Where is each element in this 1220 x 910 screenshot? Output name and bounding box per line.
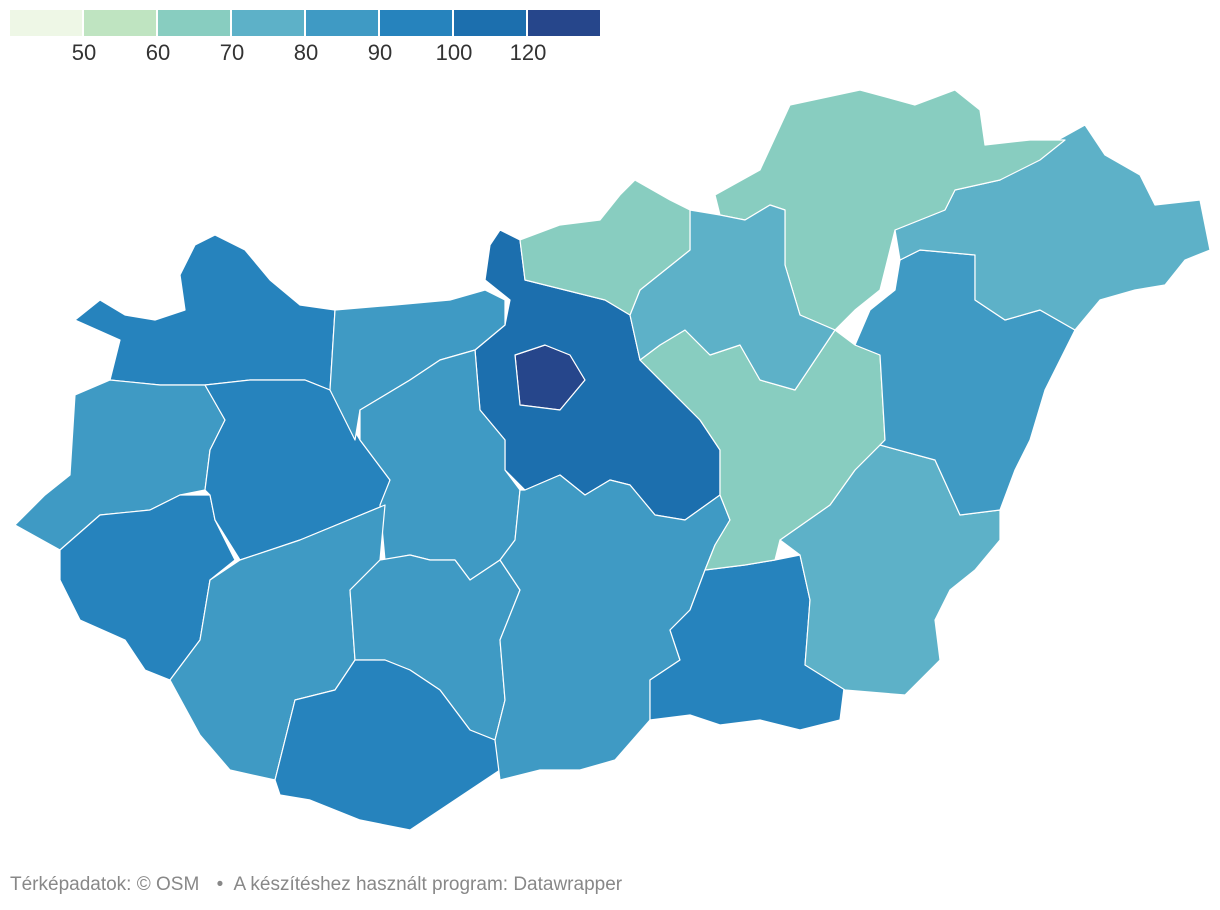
source-credit: Térképadatok: © OSM <box>10 874 200 895</box>
region-csongrád <box>649 554 846 731</box>
map-svg <box>14 89 1211 831</box>
legend-tick: 100 <box>435 40 473 65</box>
choropleth-map <box>0 80 1220 850</box>
legend-tick: 120 <box>509 40 547 65</box>
legend-tick: 90 <box>367 40 393 65</box>
legend-color-scale <box>10 10 600 36</box>
map-footer: Térképadatok: © OSM • A készítéshez hasz… <box>10 874 622 896</box>
region-győr-moson-sopron <box>74 234 336 391</box>
legend-swatch <box>306 10 378 36</box>
legend-swatch <box>10 10 82 36</box>
legend-swatch <box>84 10 156 36</box>
footer-separator: • <box>216 874 224 895</box>
legend-tick: 80 <box>293 40 319 65</box>
legend-swatch <box>158 10 230 36</box>
legend-tick-labels: 50 60 70 80 90 100 120 <box>10 36 600 66</box>
legend-swatch <box>454 10 526 36</box>
region-nógrád <box>519 179 691 316</box>
legend-swatch <box>528 10 600 36</box>
legend-tick: 70 <box>219 40 245 65</box>
legend-swatch <box>380 10 452 36</box>
legend-tick: 60 <box>145 40 171 65</box>
color-legend: 50 60 70 80 90 100 120 <box>10 10 600 70</box>
legend-swatch <box>232 10 304 36</box>
tool-credit: A készítéshez használt program: Datawrap… <box>233 874 623 895</box>
legend-tick: 50 <box>71 40 97 65</box>
